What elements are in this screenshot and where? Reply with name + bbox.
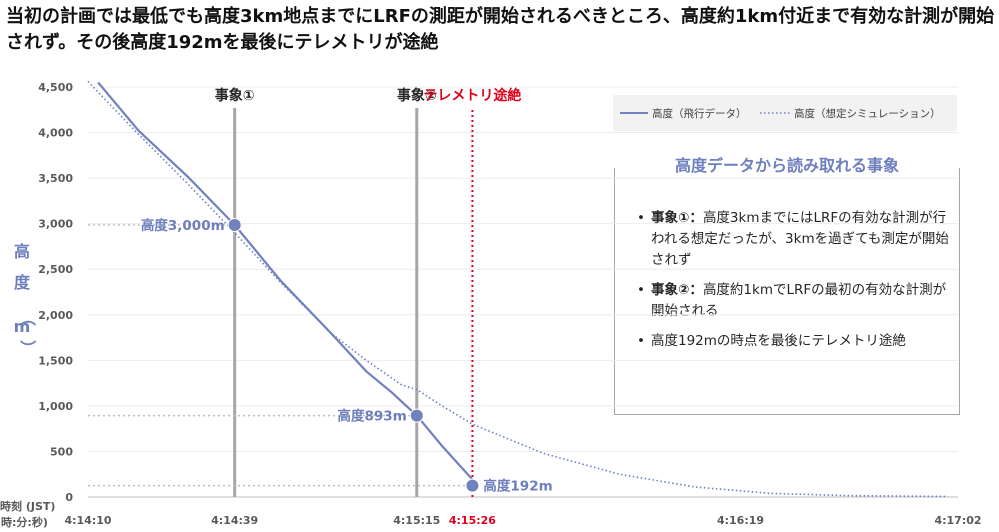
y-tick-label: 4,500 bbox=[38, 81, 73, 94]
legend-label: 高度（想定シミュレーション） bbox=[794, 107, 941, 120]
x-axis-title-line1: 時刻 (JST) bbox=[0, 499, 55, 513]
y-tick-label: 3,000 bbox=[38, 218, 73, 231]
y-tick-label: 2,500 bbox=[38, 263, 73, 276]
item-label: 事象②： bbox=[651, 282, 703, 298]
item-text: 高度192mの時点を最後にテレメトリ途絶 bbox=[651, 333, 906, 349]
y-axis-title-char: ） bbox=[18, 340, 37, 356]
y-axis-title-char: m bbox=[14, 317, 31, 336]
data-marker bbox=[227, 218, 242, 233]
simulation-line bbox=[87, 80, 948, 498]
data-label: 高度192m bbox=[483, 478, 552, 495]
data-marker bbox=[409, 408, 424, 423]
event-label: 事象① bbox=[215, 87, 255, 104]
x-tick-label: 4:14:10 bbox=[64, 514, 111, 527]
item-label: 事象①： bbox=[651, 210, 703, 226]
x-tick-label: 4:15:26 bbox=[449, 514, 496, 527]
data-label: 高度893m bbox=[338, 408, 407, 425]
y-axis-title-char: 度 bbox=[14, 273, 31, 292]
headline: 当初の計画では最低でも高度3km地点までにLRFの測距が開始されるべきところ、高… bbox=[6, 6, 995, 53]
y-axis-title-char: 高 bbox=[14, 242, 30, 261]
x-axis-title-line2: (時:分:秒) bbox=[0, 515, 48, 529]
panel-title-text: 高度データから読み取れる事象 bbox=[662, 156, 911, 175]
x-tick-label: 4:17:02 bbox=[934, 514, 981, 527]
y-tick-label: 3,500 bbox=[38, 172, 73, 185]
y-axis-title-char: （ bbox=[18, 310, 37, 326]
data-marker bbox=[465, 478, 480, 493]
item-text: 高度3kmまでにはLRFの有効な計測が行われる想定だったが、3kmを過ぎても測定… bbox=[651, 210, 949, 268]
y-tick-label: 1,500 bbox=[38, 354, 73, 367]
x-tick-label: 4:14:39 bbox=[211, 514, 258, 527]
legend-label: 高度（飛行データ） bbox=[652, 107, 747, 120]
event-label: 事象② bbox=[397, 87, 437, 104]
event-label: テレメトリ途絶 bbox=[423, 87, 521, 104]
x-tick-label: 4:16:19 bbox=[717, 514, 764, 527]
flight-data-line bbox=[97, 81, 474, 481]
events-list-item: 事象①：高度3kmまでにはLRFの有効な計測が行われる想定だったが、3kmを過ぎ… bbox=[637, 208, 949, 271]
y-tick-label: 2,000 bbox=[38, 309, 73, 322]
panel-title: 高度データから読み取れる事象 bbox=[614, 155, 960, 177]
x-tick-label: 4:15:15 bbox=[393, 514, 440, 527]
y-tick-label: 500 bbox=[50, 445, 73, 458]
y-tick-label: 4,000 bbox=[38, 127, 73, 140]
events-list-item: 高度192mの時点を最後にテレメトリ途絶 bbox=[637, 331, 949, 352]
y-tick-label: 1,000 bbox=[38, 400, 73, 413]
data-label: 高度3,000m bbox=[141, 217, 225, 234]
y-tick-label: 0 bbox=[65, 491, 73, 504]
